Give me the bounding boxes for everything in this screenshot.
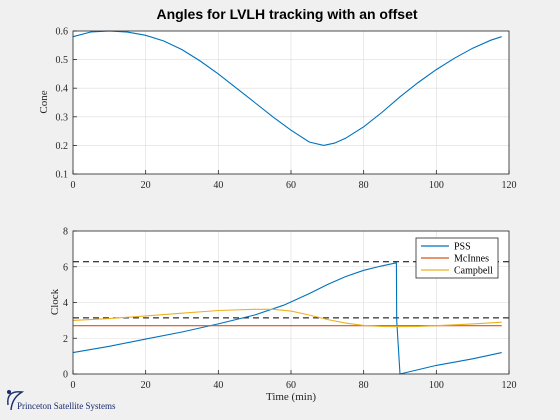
cone-lines xyxy=(72,30,502,146)
clock-xlabel: Time (min) xyxy=(266,391,316,403)
clock-x-tick-label: 60 xyxy=(286,380,296,391)
clock-y-tick-label: 2 xyxy=(63,334,68,345)
brand-logo: Princeton Satellite Systems xyxy=(7,390,116,411)
legend-label-pss: PSS xyxy=(454,242,471,253)
clock-lines xyxy=(72,262,502,375)
clock-y-tick-label: 4 xyxy=(63,298,68,309)
cone-y-tick-label: 0.5 xyxy=(56,55,69,66)
cone-y-tick-label: 0.3 xyxy=(56,112,69,123)
cone-x-tick-label: 60 xyxy=(286,180,296,191)
clock-x-tick-label: 120 xyxy=(502,380,517,391)
clock-series-campbell-line xyxy=(72,308,502,328)
cone-x-tick-label: 120 xyxy=(502,180,517,191)
clock-y-tick-label: 6 xyxy=(63,262,68,273)
figure-title: Angles for LVLH tracking with an offset xyxy=(156,6,417,22)
cone-y-tick-label: 0.1 xyxy=(56,170,69,181)
cone-x-tick-label: 100 xyxy=(429,180,444,191)
clock-y-tick-label: 8 xyxy=(63,227,68,238)
clock-x-tick-label: 40 xyxy=(213,380,223,391)
satellite-logo-icon xyxy=(7,391,25,411)
clock-series-pss-line xyxy=(72,262,502,375)
brand-name: Princeton Satellite Systems xyxy=(17,401,116,411)
logo-dot-icon xyxy=(7,390,11,394)
clock-y-ticks: 0 2 4 6 8 xyxy=(63,227,77,381)
clock-x-tick-label: 100 xyxy=(429,380,444,391)
clock-axes: 0 20 40 60 80 100 120 0 2 4 6 8 Clock Time (min) P… xyxy=(49,227,517,404)
cone-y-tick-label: 0.4 xyxy=(56,84,69,95)
clock-ylabel: Clock xyxy=(49,288,61,315)
cone-ylabel: Cone xyxy=(38,90,50,113)
clock-x-tick-label: 80 xyxy=(359,380,369,391)
clock-legend: PSS McInnes Campbell xyxy=(415,237,499,279)
legend-label-mcinnes: McInnes xyxy=(454,254,489,265)
cone-x-tick-label: 0 xyxy=(71,180,76,191)
cone-y-ticks: 0.1 0.2 0.3 0.4 0.5 0.6 xyxy=(56,27,77,181)
clock-x-tick-label: 0 xyxy=(71,380,76,391)
cone-y-tick-label: 0.6 xyxy=(56,27,69,38)
cone-axes: 0 20 40 60 80 100 120 0.1 0.2 0.3 0.4 0.5 0.6 Cone xyxy=(38,27,517,192)
cone-x-tick-label: 20 xyxy=(141,180,151,191)
cone-x-tick-label: 40 xyxy=(213,180,223,191)
cone-series-cone-line xyxy=(72,30,502,146)
clock-y-tick-label: 0 xyxy=(63,370,68,381)
legend-label-campbell: Campbell xyxy=(454,266,493,277)
clock-x-tick-label: 20 xyxy=(141,380,151,391)
clock-x-ticks: 0 20 40 60 80 100 120 xyxy=(71,370,517,391)
cone-x-tick-label: 80 xyxy=(359,180,369,191)
cone-x-ticks: 0 20 40 60 80 100 120 xyxy=(71,170,517,191)
cone-y-tick-label: 0.2 xyxy=(56,141,69,152)
